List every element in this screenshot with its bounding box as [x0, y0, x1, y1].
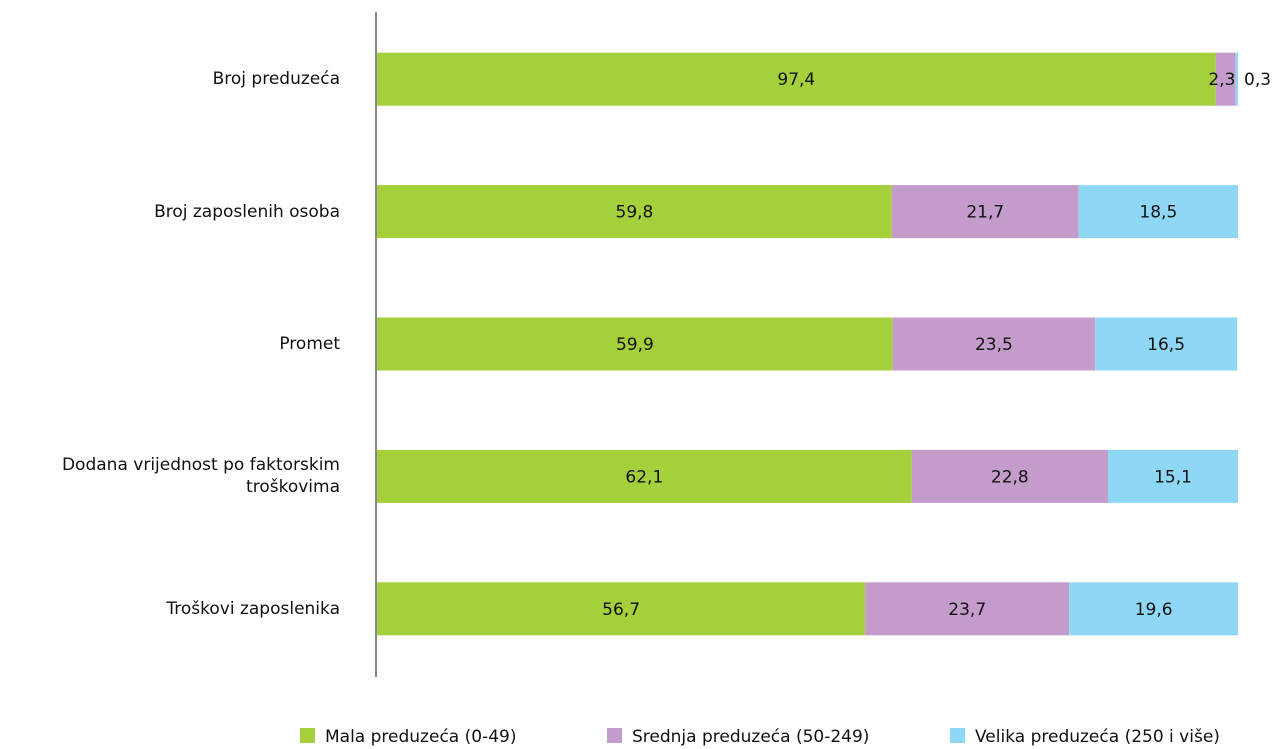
bar-segment: [1107, 449, 1238, 503]
bar-segment: [377, 449, 912, 503]
category-label: Troškovi zaposlenika: [166, 598, 340, 619]
value-label: 59,8: [616, 203, 654, 223]
value-label: 56,7: [602, 600, 640, 620]
bar-segment: [892, 317, 1096, 371]
bar-segment: [1235, 52, 1238, 106]
category-label: Dodana vrijednost po faktorskim troškovi…: [61, 455, 340, 498]
legend-label: Srednja preduzeća (50-249): [632, 727, 869, 747]
legend-label: Mala preduzeća (0-49): [325, 727, 516, 747]
value-label: 59,9: [616, 335, 654, 355]
value-label: 23,5: [975, 335, 1013, 355]
legend-swatch: [607, 728, 622, 743]
value-label: 22,8: [991, 467, 1029, 487]
value-label: 62,1: [625, 467, 663, 487]
legend-label: Velika preduzeća (250 i više): [975, 727, 1220, 747]
category-label: Promet: [279, 334, 340, 354]
bar-segment: [377, 185, 892, 239]
legend-swatch: [300, 728, 315, 743]
value-label: 23,7: [948, 600, 986, 620]
bar-segment: [1069, 582, 1238, 636]
legend-swatch: [950, 728, 965, 743]
value-label: 15,1: [1154, 467, 1192, 487]
value-label: 18,5: [1139, 203, 1177, 223]
bar-segment: [865, 582, 1070, 636]
category-label: Broj zaposlenih osoba: [154, 201, 340, 222]
bar-segment: [1215, 52, 1236, 106]
bar-segment: [377, 52, 1216, 106]
value-label: 19,6: [1135, 600, 1173, 620]
bar-segment: [1078, 185, 1238, 239]
value-label: 16,5: [1147, 335, 1185, 355]
category-label: Broj preduzeća: [212, 69, 340, 90]
value-label: 2,3: [1208, 70, 1235, 90]
value-label: 97,4: [777, 70, 815, 90]
value-label: 21,7: [966, 203, 1004, 223]
bar-segment: [891, 185, 1079, 239]
bar-segment: [1095, 317, 1238, 371]
value-label: 0,3: [1244, 70, 1271, 90]
bar-segment: [377, 317, 893, 371]
bar-segment: [377, 582, 866, 636]
bar-segment: [911, 449, 1108, 503]
